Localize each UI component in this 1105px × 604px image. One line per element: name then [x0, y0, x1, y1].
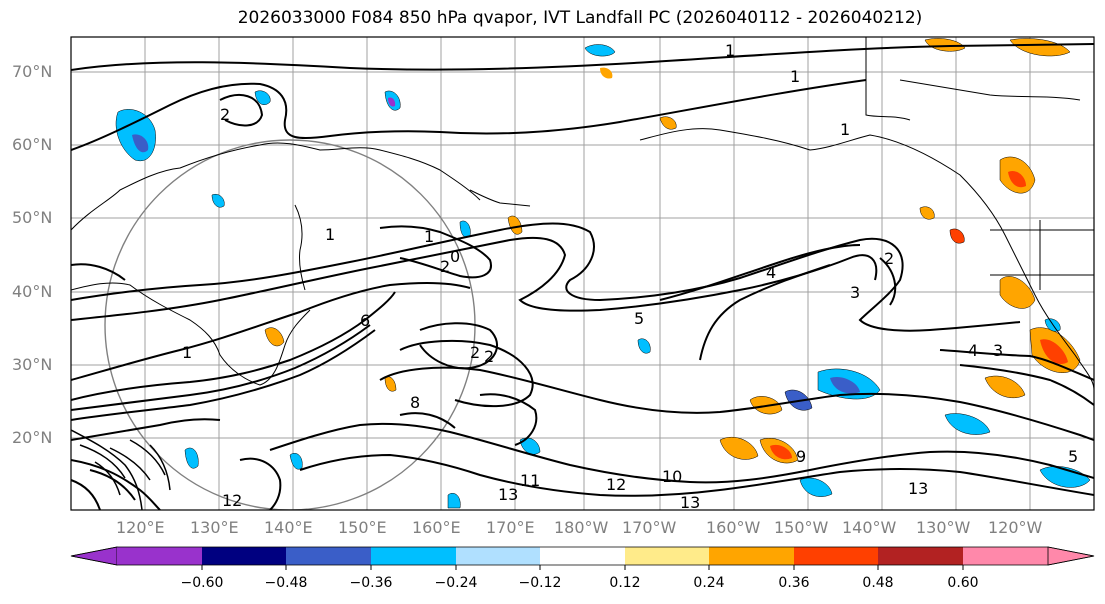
- contour-label: 10: [662, 467, 682, 486]
- lat-label-40n: 40°N: [12, 282, 53, 301]
- plot-frame: [70, 36, 1095, 511]
- colorbar-segment: [794, 547, 878, 565]
- lon-label-160w: 160°W: [706, 518, 761, 537]
- contour-label: 1: [424, 227, 434, 246]
- map-plot-area: 1 1 1 1 2 2 3 3 4 4 5 5 6 8 9 10 11 12 1…: [71, 37, 1094, 512]
- colorbar-tick-label: −0.36: [349, 575, 393, 591]
- colorbar-segment: [625, 547, 709, 565]
- ivt-contours: [71, 43, 1094, 510]
- contour-label: 6: [360, 311, 370, 330]
- lon-label-130e: 130°E: [190, 518, 239, 537]
- lon-label-160e: 160°E: [412, 518, 461, 537]
- dense-contours: [71, 429, 171, 510]
- lat-label-60n: 60°N: [12, 135, 53, 154]
- contour-label: 1: [325, 225, 335, 244]
- colorbar-segment: [963, 547, 1048, 565]
- contour-label: 8: [410, 393, 420, 412]
- contour-label: 2: [484, 347, 494, 366]
- contour-label: 13: [908, 479, 928, 498]
- qvapor-shading: [115, 38, 1091, 509]
- colorbar-tick-label: 0.48: [862, 575, 894, 591]
- contour-label: 2: [470, 343, 480, 362]
- colorbar-segment: [540, 547, 625, 565]
- contour-label: 1: [790, 67, 800, 86]
- map-title: 2026033000 F084 850 hPa qvapor, IVT Land…: [237, 8, 923, 28]
- coastlines: [71, 37, 1094, 391]
- graticule: [71, 37, 1094, 510]
- contour-label: 4: [766, 263, 776, 282]
- colorbar-over-arrow: [1047, 546, 1095, 566]
- lon-label-130w: 130°W: [916, 518, 971, 537]
- contour-label: 2: [220, 105, 230, 124]
- lat-label-30n: 30°N: [12, 355, 53, 374]
- colorbar-segment: [202, 547, 286, 565]
- contour-label: 12: [222, 491, 242, 510]
- lon-label-150e: 150°E: [338, 518, 387, 537]
- contour-label: 2: [440, 257, 450, 276]
- contour-label: 1: [725, 41, 735, 60]
- colorbar-outline: [70, 546, 1095, 566]
- colorbar-segment: [117, 547, 202, 565]
- colorbar-segment: [878, 547, 963, 565]
- contour-label: 13: [680, 493, 700, 512]
- lon-label-120e: 120°E: [116, 518, 165, 537]
- lon-label-170e: 170°E: [486, 518, 535, 537]
- colorbar-tick-label: 0.60: [947, 575, 979, 591]
- lon-label-170w: 170°W: [622, 518, 677, 537]
- contour-label: 3: [993, 341, 1003, 360]
- range-circle: [104, 139, 476, 510]
- colorbar-tick-label: −0.12: [518, 575, 562, 591]
- contour-label: 3: [850, 283, 860, 302]
- lat-label-20n: 20°N: [12, 428, 53, 447]
- lon-label-150w: 150°W: [774, 518, 829, 537]
- colorbar: [70, 546, 1095, 570]
- lat-label-50n: 50°N: [12, 208, 53, 227]
- contour-label: 0: [450, 247, 460, 266]
- colorbar-tick-label: −0.24: [434, 575, 478, 591]
- contour-label: 1: [182, 343, 192, 362]
- contour-label: 5: [1068, 447, 1078, 466]
- lon-label-180w: 180°W: [554, 518, 609, 537]
- contour-label: 5: [634, 309, 644, 328]
- colorbar-segment: [286, 547, 371, 565]
- contour-label-group: 1 1 1 1 2 2 3 3 4 4 5 5 6 8 9 10 11 12 1…: [182, 41, 1078, 512]
- colorbar-tick-label: 0.24: [693, 575, 725, 591]
- contour-label: 4: [968, 341, 978, 360]
- colorbar-segment: [456, 547, 540, 565]
- lat-label-70n: 70°N: [12, 62, 53, 81]
- contour-label: 9: [796, 447, 806, 466]
- lon-label-140w: 140°W: [842, 518, 897, 537]
- contour-label: 12: [606, 475, 626, 494]
- contour-label: 11: [520, 471, 540, 490]
- contour-label: 13: [498, 485, 518, 504]
- colorbar-tick-label: 0.36: [778, 575, 810, 591]
- lon-label-140e: 140°E: [264, 518, 313, 537]
- colorbar-segment: [371, 547, 456, 565]
- colorbar-tick-label: −0.48: [264, 575, 308, 591]
- contour-label: 2: [884, 249, 894, 268]
- lon-label-120w: 120°W: [988, 518, 1043, 537]
- colorbar-tick-label: −0.60: [180, 575, 224, 591]
- colorbar-under-arrow: [70, 546, 118, 566]
- contour-label: 1: [840, 120, 850, 139]
- colorbar-segment: [709, 547, 794, 565]
- colorbar-tick-label: 0.12: [609, 575, 641, 591]
